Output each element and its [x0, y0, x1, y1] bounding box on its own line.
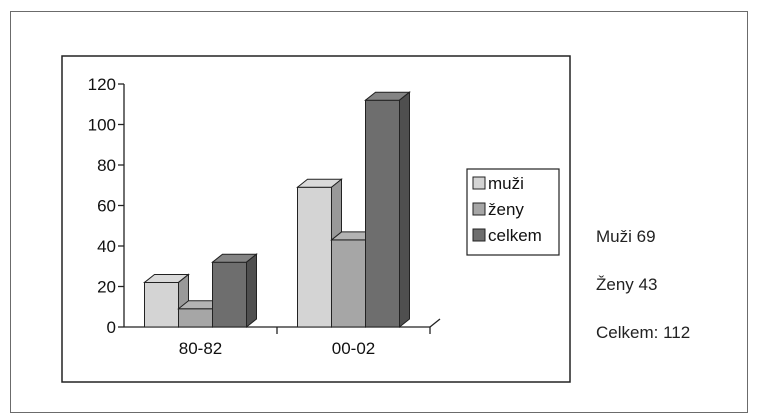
- y-tick-label: 60: [97, 197, 116, 216]
- x-tick-label: 00-02: [332, 339, 375, 358]
- y-tick-label: 40: [97, 237, 116, 256]
- bar-muži-00-02: [297, 186, 332, 328]
- bar-ženy-80-82: [178, 308, 213, 328]
- plot-area: 0 20 40 60 80 100 120 80-82 00-02: [88, 75, 441, 358]
- y-tick-label: 80: [97, 156, 116, 175]
- legend: muži ženy celkem: [466, 168, 560, 256]
- side-stat-zeny: Ženy 43: [596, 275, 658, 294]
- legend-swatch-celkem: [472, 228, 486, 242]
- legend-label-ženy: ženy: [488, 200, 524, 219]
- legend-label-celkem: celkem: [488, 226, 542, 245]
- y-tick-label: 0: [107, 318, 116, 337]
- x-axis-depth: [429, 318, 441, 328]
- y-tick-label: 120: [88, 75, 116, 94]
- legend-swatch-ženy: [472, 202, 486, 216]
- bar-muži-80-82: [144, 281, 179, 328]
- bar-side-celkem-80-82: [246, 253, 257, 329]
- bar-celkem-80-82: [212, 261, 247, 328]
- x-tick-label: 80-82: [179, 339, 222, 358]
- legend-swatch-muži: [472, 176, 486, 190]
- y-tick-label: 20: [97, 278, 116, 297]
- bar-side-celkem-00-02: [399, 91, 410, 329]
- bar-ženy-00-02: [331, 239, 366, 328]
- bar-celkem-00-02: [365, 99, 400, 328]
- side-stat-muzi: Muži 69: [596, 227, 656, 246]
- legend-label-muži: muži: [488, 174, 524, 193]
- y-tick-label: 100: [88, 116, 116, 135]
- side-stat-celkem: Celkem: 112: [596, 323, 691, 342]
